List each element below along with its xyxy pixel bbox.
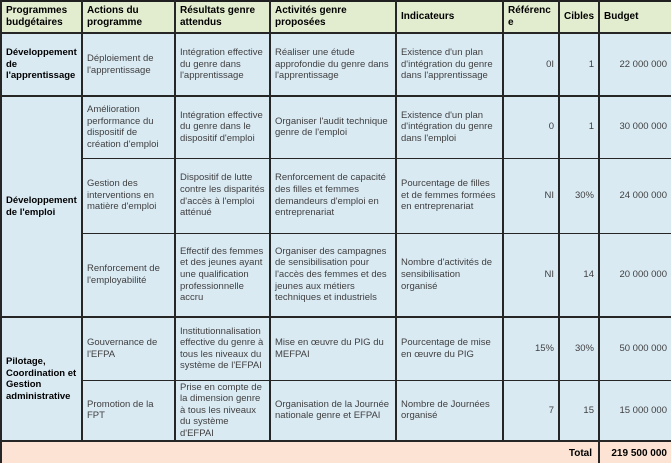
cell-cible: 30%: [558, 316, 600, 381]
cell-action: Gouvernance de l'EFPA: [81, 316, 176, 381]
cell-cible: 30%: [558, 157, 600, 234]
cell-budget: 30 000 000: [598, 95, 671, 159]
header-row: Programmes budgétaires Actions du progra…: [0, 0, 671, 34]
table-row: Renforcement de l'employabilité Effectif…: [1, 232, 671, 318]
header-resultats: Résultats genre attendus: [174, 0, 271, 34]
cell-activite: Organiser l'audit technique genre de l'e…: [269, 95, 397, 159]
cell-activite: Organiser des campagnes de sensibilisati…: [269, 232, 397, 318]
cell-activite: Renforcement de capacité des filles et f…: [269, 157, 397, 234]
table-row: Pilotage, Coordination et Gestion admini…: [0, 315, 671, 442]
cell-indicateur: Nombre de Journées organisé: [395, 379, 504, 442]
cell-action: Gestion des interventions en matière d'e…: [81, 157, 176, 234]
cell-cible: 1: [558, 95, 600, 159]
table-row: Gestion des interventions en matière d'e…: [1, 157, 671, 234]
table-row: Développement de l'apprentissage Déploie…: [0, 32, 671, 97]
cell-budget: 22 000 000: [598, 32, 671, 97]
header-reference: Référence: [502, 0, 560, 34]
header-budget: Budget: [598, 0, 671, 34]
cell-indicateur: Existence d'un plan d'intégration du gen…: [395, 95, 504, 159]
cell-reference: 0: [502, 95, 560, 159]
cell-indicateur: Existence d'un plan d'intégration du gen…: [395, 32, 504, 97]
cell-reference: NI: [502, 232, 560, 318]
cell-resultat: Prise en compte de la dimension genre à …: [174, 379, 271, 442]
header-indicateurs: Indicateurs: [395, 0, 504, 34]
cell-resultat: Dispositif de lutte contre les disparité…: [174, 157, 271, 234]
group-label-pilotage: Pilotage, Coordination et Gestion admini…: [0, 315, 83, 442]
header-actions: Actions du programme: [81, 0, 176, 34]
cell-resultat: Effectif des femmes et des jeunes ayant …: [174, 232, 271, 318]
total-label: Total: [0, 440, 600, 463]
header-activites: Activités genre proposées: [269, 0, 397, 34]
cell-action: Amélioration performance du dispositif d…: [81, 95, 176, 159]
cell-indicateur: Nombre d'activités de sensibilisation or…: [395, 232, 504, 318]
cell-budget: 20 000 000: [598, 232, 671, 318]
header-programmes: Programmes budgétaires: [0, 0, 83, 34]
cell-cible: 14: [558, 232, 600, 318]
header-cibles: Cibles: [558, 0, 600, 34]
cell-resultat: Intégration effective du genre dans le d…: [174, 95, 271, 159]
total-value: 219 500 000: [598, 440, 671, 463]
cell-reference: 0I: [502, 32, 560, 97]
table-row: Développement de l'emploi Amélioration p…: [0, 95, 671, 318]
cell-reference: NI: [502, 157, 560, 234]
total-row: Total 219 500 000: [0, 440, 671, 463]
cell-indicateur: Pourcentage de filles et de femmes formé…: [395, 157, 504, 234]
table-row: Promotion de la FPT Prise en compte de l…: [1, 379, 671, 442]
cell-activite: Mise en œuvre du PIG du MEFPAI: [269, 316, 397, 381]
cell-cible: 15: [558, 379, 600, 442]
cell-activite: Organisation de la Journée nationale gen…: [269, 379, 397, 442]
cell-budget: 50 000 000: [598, 316, 671, 381]
group-label-emploi: Développement de l'emploi: [0, 95, 83, 318]
cell-action: Déploiement de l'apprentissage: [81, 32, 176, 97]
cell-budget: 15 000 000: [598, 379, 671, 442]
cell-action: Promotion de la FPT: [81, 379, 176, 442]
cell-activite: Réaliser une étude approfondie du genre …: [269, 32, 397, 97]
cell-resultat: Intégration effective du genre dans l'ap…: [174, 32, 271, 97]
cell-cible: 1: [558, 32, 600, 97]
group-label-apprentissage: Développement de l'apprentissage: [0, 32, 83, 97]
cell-action: Renforcement de l'employabilité: [81, 232, 176, 318]
cell-resultat: Institutionnalisation effective du genre…: [174, 316, 271, 381]
cell-indicateur: Pourcentage de mise en œuvre du PIG: [395, 316, 504, 381]
cell-reference: 15%: [502, 316, 560, 381]
cell-reference: 7: [502, 379, 560, 442]
cell-budget: 24 000 000: [598, 157, 671, 234]
